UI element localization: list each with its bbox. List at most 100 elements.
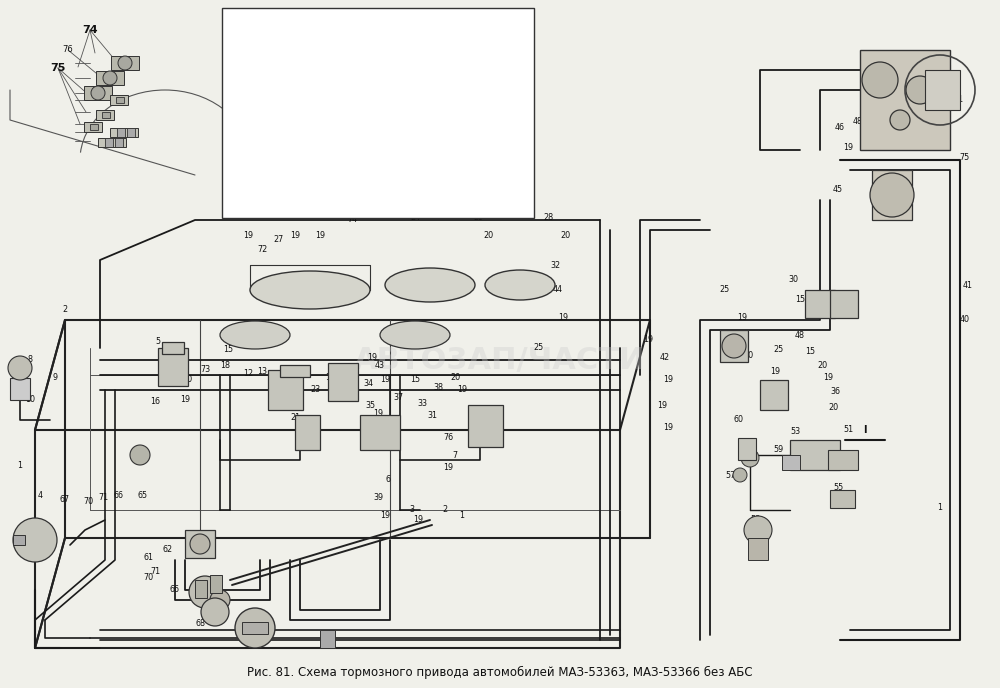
Text: 18: 18 [220,361,230,369]
Ellipse shape [220,321,290,349]
Text: 75: 75 [238,109,248,118]
Circle shape [722,334,746,358]
Text: 25: 25 [533,343,543,352]
Bar [268,370,303,410]
Text: 19: 19 [413,515,423,524]
Text: 19: 19 [280,391,290,400]
Bar [115,138,123,147]
Text: I: I [863,425,867,435]
Text: Гайка накидная: Гайка накидная [376,85,450,94]
Text: Ниппель: Ниппель [393,109,433,118]
Text: 29: 29 [473,213,483,222]
Text: 20: 20 [182,376,192,385]
Text: 70: 70 [143,574,153,583]
Text: 402415: 402415 [288,132,320,141]
Text: 1: 1 [460,510,464,519]
Bar [10,378,30,400]
Text: 11: 11 [9,376,19,385]
Text: 4: 4 [38,491,42,499]
Text: 51: 51 [953,96,963,105]
Text: 15: 15 [503,202,514,211]
Text: 25: 25 [720,286,730,294]
Circle shape [130,445,150,465]
Bar [117,128,125,137]
Text: Поз.: Поз. [233,15,253,24]
Bar [295,415,320,450]
Bar [127,128,135,137]
Text: 14: 14 [325,374,335,383]
Text: Муфта: Муфта [398,178,428,188]
Bar [222,8,534,218]
Text: 7: 7 [452,451,458,460]
Text: 379254: 379254 [288,178,320,188]
Text: 401120: 401120 [288,39,320,47]
Text: 23: 23 [310,385,320,394]
Bar [242,622,268,634]
Text: 6: 6 [505,109,511,118]
Text: 402405: 402405 [288,109,320,118]
Text: № детали: № детали [281,15,327,24]
Text: 19: 19 [380,510,390,519]
Bar [468,405,503,447]
Text: 39: 39 [373,493,383,502]
Bar [105,138,113,147]
Text: Гайка накидная: Гайка накидная [376,39,450,47]
Text: 15: 15 [795,296,805,305]
Circle shape [103,71,117,85]
Text: 1: 1 [18,460,22,469]
Text: 68: 68 [195,619,205,629]
Text: Ниппель: Ниппель [393,132,433,141]
Bar [98,138,126,147]
Text: 72: 72 [257,246,267,255]
Text: 405674: 405674 [288,85,320,94]
Text: 2: 2 [62,305,68,314]
Bar [96,110,114,120]
Text: 56: 56 [740,447,750,457]
Bar [748,538,768,560]
Text: 405641: 405641 [288,62,320,71]
Ellipse shape [380,321,450,349]
Text: 6: 6 [505,39,511,47]
Text: 15: 15 [805,347,815,356]
Text: 38: 38 [433,383,443,392]
Text: 19: 19 [367,354,377,363]
Text: 19: 19 [823,374,833,383]
Bar [195,580,207,598]
Text: 50: 50 [930,144,940,153]
Text: 16: 16 [150,398,160,407]
Circle shape [870,173,914,217]
Bar [110,128,138,137]
Text: 64: 64 [240,619,250,629]
Text: 76: 76 [238,178,248,188]
Bar [13,535,25,545]
Bar [96,71,124,85]
Text: -: - [241,62,245,71]
Ellipse shape [485,270,555,300]
Bar [720,330,748,362]
Text: 20: 20 [560,230,570,239]
Text: 35: 35 [365,402,375,411]
Bar [185,530,215,558]
Circle shape [906,76,934,104]
Text: 42: 42 [660,354,670,363]
Text: 60: 60 [733,416,743,424]
Text: 48: 48 [853,118,863,127]
Bar [860,50,950,150]
Text: 66: 66 [170,585,180,594]
Text: 70: 70 [83,497,93,506]
Bar [790,440,840,470]
Text: -: - [241,132,245,141]
Bar [872,170,912,220]
Text: 15: 15 [503,85,514,94]
Text: 73: 73 [200,365,210,374]
Text: 24: 24 [410,213,420,222]
Text: 75: 75 [50,63,66,73]
Bar [328,363,358,401]
Text: 10: 10 [503,178,514,188]
Text: 31: 31 [427,411,437,420]
Text: 74: 74 [82,25,98,35]
Text: 55: 55 [833,484,843,493]
Text: 20: 20 [817,361,827,369]
Text: 10: 10 [25,396,35,405]
Text: 13: 13 [257,367,267,376]
